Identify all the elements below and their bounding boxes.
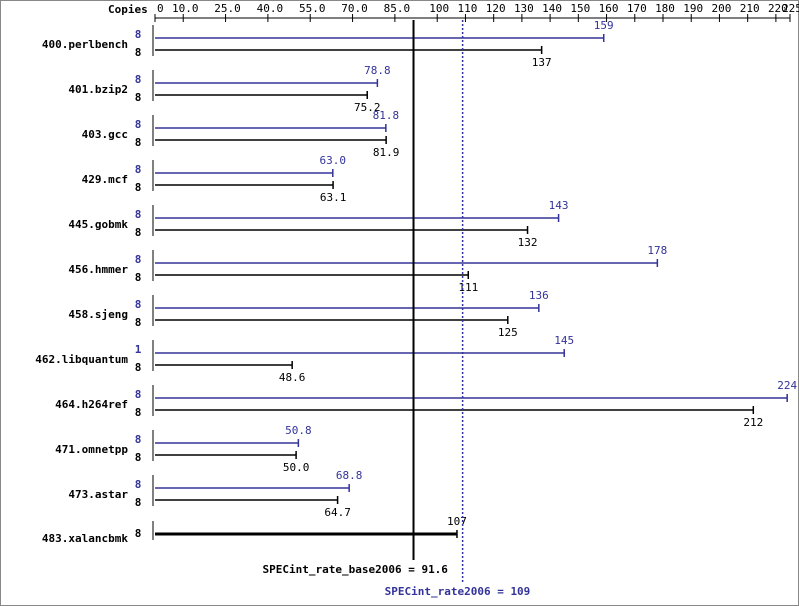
value-label: 224 — [777, 379, 797, 392]
copies: 8 — [135, 271, 142, 284]
x-tick-label: 150 — [570, 2, 590, 15]
value-label: 63.1 — [320, 191, 347, 204]
copies: 8 — [135, 136, 142, 149]
value-label: 50.0 — [283, 461, 310, 474]
value-label: 137 — [532, 56, 552, 69]
copies: 8 — [135, 527, 142, 540]
copies: 8 — [135, 163, 142, 176]
copies: 8 — [135, 118, 142, 131]
value-label: 81.8 — [373, 109, 400, 122]
value-label: 63.0 — [320, 154, 347, 167]
copies: 8 — [135, 406, 142, 419]
copies: 8 — [135, 73, 142, 86]
benchmark-name: 462.libquantum — [35, 353, 128, 366]
x-tick-label: 160 — [599, 2, 619, 15]
benchmark-name: 471.omnetpp — [55, 443, 128, 456]
value-label: 143 — [549, 199, 569, 212]
copies: 8 — [135, 298, 142, 311]
value-label: 107 — [447, 515, 467, 528]
x-tick-label: 55.0 — [299, 2, 326, 15]
copies: 8 — [135, 316, 142, 329]
value-label: 111 — [458, 281, 478, 294]
copies: 8 — [135, 46, 142, 59]
x-tick-label: 40.0 — [257, 2, 284, 15]
value-label: 132 — [518, 236, 538, 249]
x-tick-label: 200 — [712, 2, 732, 15]
copies: 8 — [135, 496, 142, 509]
copies: 8 — [135, 226, 142, 239]
x-tick-label: 85.0 — [384, 2, 411, 15]
value-label: 64.7 — [324, 506, 351, 519]
value-label: 75.2 — [354, 101, 381, 114]
benchmark-name: 456.hmmer — [68, 263, 128, 276]
benchmark-name: 400.perlbench — [42, 38, 128, 51]
value-label: 50.8 — [285, 424, 312, 437]
x-tick-label: 110 — [458, 2, 478, 15]
x-tick-label: 190 — [683, 2, 703, 15]
copies: 8 — [135, 28, 142, 41]
copies: 8 — [135, 91, 142, 104]
x-tick-label: 120 — [486, 2, 506, 15]
summary-label: SPECint_rate_base2006 = 91.6 — [263, 563, 449, 576]
x-tick-label: 25.0 — [214, 2, 241, 15]
value-label: 48.6 — [279, 371, 306, 384]
copies: 8 — [135, 433, 142, 446]
x-tick-label: 140 — [542, 2, 562, 15]
copies: 8 — [135, 388, 142, 401]
benchmark-name: 464.h264ref — [55, 398, 128, 411]
benchmark-name: 429.mcf — [82, 173, 128, 186]
copies: 8 — [135, 451, 142, 464]
benchmark-name: 445.gobmk — [68, 218, 128, 231]
copies: 8 — [135, 361, 142, 374]
x-tick-label: 130 — [514, 2, 534, 15]
value-label: 212 — [743, 416, 763, 429]
copies: 1 — [135, 343, 142, 356]
value-label: 136 — [529, 289, 549, 302]
benchmark-name: 473.astar — [68, 488, 128, 501]
copies: 8 — [135, 478, 142, 491]
benchmark-name: 401.bzip2 — [68, 83, 128, 96]
benchmark-name: 403.gcc — [82, 128, 128, 141]
x-tick-label: 70.0 — [341, 2, 368, 15]
value-label: 81.9 — [373, 146, 400, 159]
copies: 8 — [135, 208, 142, 221]
x-tick-label: 0 — [157, 2, 164, 15]
x-tick-label: 210 — [740, 2, 760, 15]
x-tick-label: 100 — [429, 2, 449, 15]
x-tick-label: 10.0 — [172, 2, 199, 15]
copies: 8 — [135, 181, 142, 194]
value-label: 125 — [498, 326, 518, 339]
value-label: 145 — [554, 334, 574, 347]
value-label: 78.8 — [364, 64, 391, 77]
value-label: 159 — [594, 19, 614, 32]
x-tick-label: 170 — [627, 2, 647, 15]
x-tick-label: 225 — [782, 2, 799, 15]
x-tick-label: 220 — [768, 2, 788, 15]
benchmark-name: 458.sjeng — [68, 308, 128, 321]
value-label: 68.8 — [336, 469, 363, 482]
x-tick-label: 180 — [655, 2, 675, 15]
summary-label: SPECint_rate2006 = 109 — [385, 585, 531, 598]
copies: 8 — [135, 253, 142, 266]
copies-header: Copies — [108, 3, 148, 16]
value-label: 178 — [647, 244, 667, 257]
benchmark-name: 483.xalancbmk — [42, 532, 128, 545]
